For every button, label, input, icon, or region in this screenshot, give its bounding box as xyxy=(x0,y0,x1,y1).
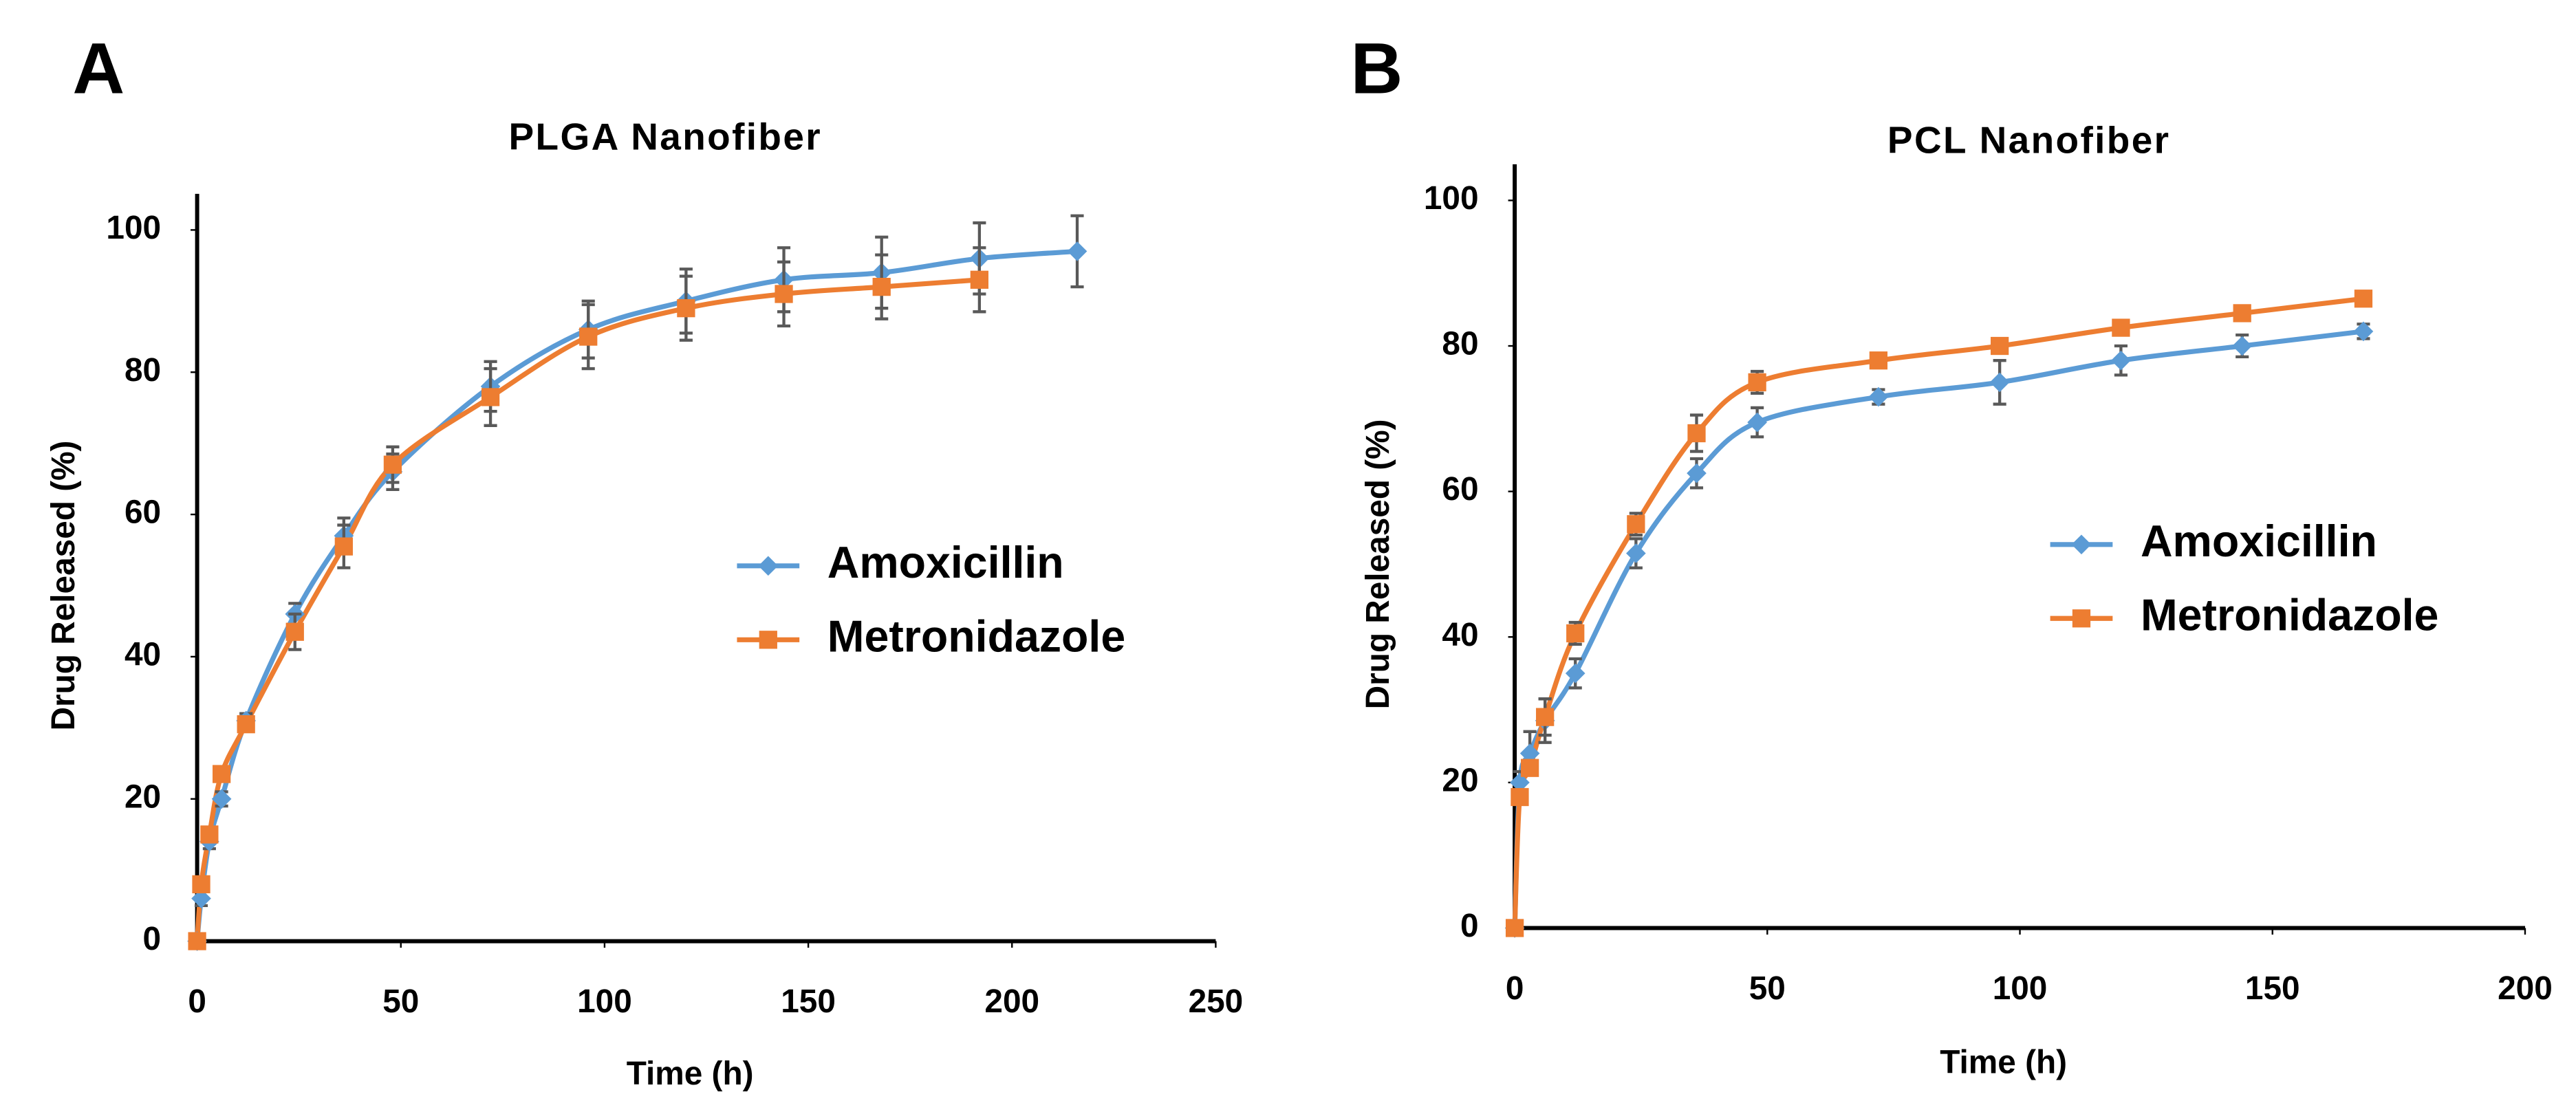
legend-label: Metronidazole xyxy=(827,611,1125,661)
marker xyxy=(579,327,598,346)
y-tick-label: 0 xyxy=(143,921,162,957)
marker xyxy=(334,537,353,556)
marker xyxy=(2353,321,2374,342)
x-tick-label: 50 xyxy=(382,983,419,1020)
marker xyxy=(213,765,231,783)
panel-label: B xyxy=(1351,28,1403,109)
marker xyxy=(1536,708,1555,726)
marker xyxy=(1627,515,1645,534)
marker xyxy=(1505,919,1524,937)
marker xyxy=(970,270,989,289)
marker xyxy=(285,622,304,641)
marker xyxy=(1067,241,1087,261)
x-tick-label: 150 xyxy=(2245,970,2300,1007)
marker xyxy=(2233,304,2251,323)
y-tick-label: 0 xyxy=(1460,908,1479,944)
y-tick-label: 100 xyxy=(106,210,161,246)
x-tick-label: 0 xyxy=(1506,970,1524,1007)
x-tick-label: 200 xyxy=(2498,970,2553,1007)
legend-label: Amoxicillin xyxy=(827,538,1064,587)
legend-marker xyxy=(2072,609,2091,628)
x-tick-label: 0 xyxy=(188,983,206,1020)
panel-label: A xyxy=(72,28,125,109)
legend-marker xyxy=(759,631,777,649)
chart-title: PLGA Nanofiber xyxy=(509,116,823,158)
marker xyxy=(237,715,255,734)
x-tick-label: 200 xyxy=(984,983,1039,1020)
marker xyxy=(192,875,210,893)
x-tick-label: 100 xyxy=(1993,970,2048,1007)
x-tick-label: 100 xyxy=(577,983,632,1020)
marker xyxy=(1511,787,1529,807)
marker xyxy=(383,455,402,474)
marker xyxy=(481,388,500,406)
marker xyxy=(872,278,891,296)
legend-marker xyxy=(2071,534,2092,555)
x-axis-title: Time (h) xyxy=(1940,1044,2067,1080)
marker xyxy=(1566,624,1585,643)
x-tick-label: 150 xyxy=(781,983,836,1020)
marker xyxy=(1687,463,1707,483)
y-tick-label: 60 xyxy=(125,494,161,531)
marker xyxy=(188,932,206,950)
y-tick-label: 100 xyxy=(1424,180,1479,217)
y-tick-label: 20 xyxy=(1442,762,1478,798)
marker xyxy=(1991,336,2009,356)
marker xyxy=(1747,412,1767,433)
legend-label: Amoxicillin xyxy=(2141,516,2377,566)
marker xyxy=(1748,373,1766,392)
y-tick-label: 40 xyxy=(125,637,161,673)
marker xyxy=(2112,318,2130,337)
marker xyxy=(2354,290,2373,308)
marker xyxy=(2232,336,2253,356)
x-tick-label: 50 xyxy=(1749,970,1786,1007)
marker xyxy=(775,285,793,303)
marker xyxy=(1868,386,1889,407)
y-axis-title: Drug Released (%) xyxy=(1360,419,1396,709)
y-tick-label: 40 xyxy=(1442,617,1478,653)
chart-title: PCL Nanofiber xyxy=(1887,118,2170,161)
legend-label: Metronidazole xyxy=(2141,590,2438,640)
y-tick-label: 20 xyxy=(125,778,161,815)
marker xyxy=(1687,424,1706,443)
x-tick-label: 250 xyxy=(1189,983,1244,1020)
marker xyxy=(200,825,219,844)
marker xyxy=(1869,351,1888,370)
legend-marker xyxy=(758,556,779,576)
y-tick-label: 60 xyxy=(1442,471,1478,508)
y-tick-label: 80 xyxy=(1442,326,1478,362)
y-axis-title: Drug Released (%) xyxy=(45,441,82,731)
y-tick-label: 80 xyxy=(125,352,161,389)
marker xyxy=(1989,372,2010,393)
marker xyxy=(677,299,695,318)
series-line xyxy=(195,277,980,941)
marker xyxy=(1565,663,1585,684)
marker xyxy=(1520,759,1539,777)
marker xyxy=(2111,350,2131,371)
series-line xyxy=(195,248,1078,941)
marker xyxy=(211,789,232,809)
x-axis-title: Time (h) xyxy=(627,1056,754,1092)
